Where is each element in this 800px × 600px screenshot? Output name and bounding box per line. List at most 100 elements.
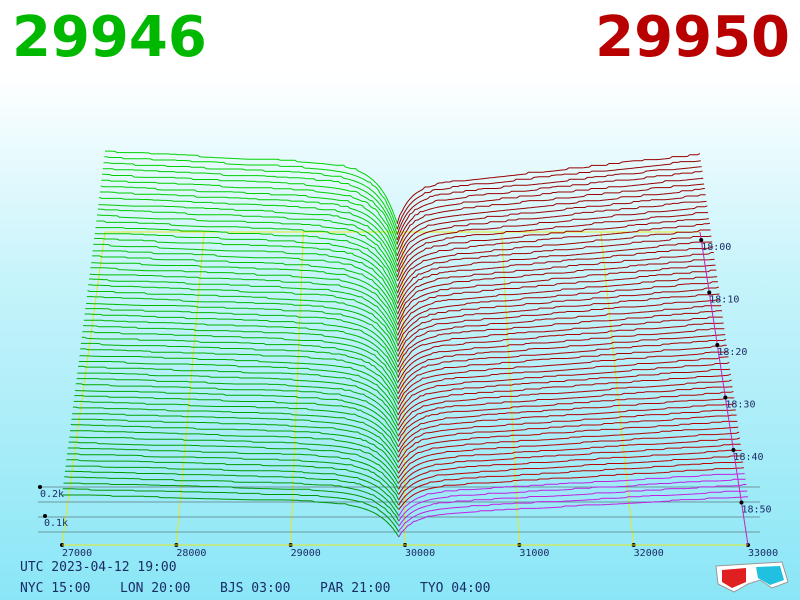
ask-depth-line [398, 478, 746, 522]
ask-depth-line [397, 338, 727, 395]
bid-depth-line [66, 459, 400, 506]
bid-price: 29946 [12, 5, 207, 70]
bid-depth-line [96, 220, 398, 288]
time-tick-label: 18:20 [717, 347, 747, 358]
bid-depth-line [91, 255, 399, 320]
bid-depth-line [67, 453, 400, 501]
ask-depth-line [397, 310, 722, 368]
bid-depth-line [97, 208, 398, 278]
ask-depth-line [398, 455, 743, 501]
bid-depth-line [91, 262, 399, 325]
bid-depth-line [102, 173, 398, 246]
bid-depth-line [97, 214, 398, 282]
ask-depth-line [396, 205, 708, 272]
ask-depth-line [397, 305, 722, 363]
ask-depth-line [398, 420, 738, 469]
volume-tick-label: 0.1k [44, 518, 68, 529]
bid-depth-line [65, 465, 400, 510]
time-tick [699, 238, 704, 242]
bid-depth-line [76, 378, 399, 432]
ask-depth-line [397, 252, 714, 315]
bid-depth-line [102, 168, 398, 241]
volume-tick [43, 514, 47, 518]
ask-depth-line [397, 286, 719, 347]
ask-depth-line [397, 351, 728, 405]
ask-depth-line [397, 269, 717, 331]
ask-depth-line [397, 276, 718, 336]
ask-depth-line [398, 467, 744, 510]
bid-depth-line [100, 185, 398, 256]
ask-price: 29950 [595, 5, 790, 70]
bid-depth-line [73, 400, 399, 453]
bid-depth-line [93, 243, 399, 310]
ask-depth-line [398, 490, 748, 532]
price-tick-label: 32000 [634, 548, 664, 559]
bid-depth-line [64, 476, 400, 522]
time-axis [699, 231, 749, 546]
ask-depth-line [396, 212, 709, 278]
bid-depth-line [67, 447, 400, 495]
time-tick-label: 18:30 [725, 400, 755, 411]
volume-tick [38, 485, 42, 489]
floor-grid-line [290, 231, 304, 546]
ask-depth-line [398, 449, 742, 495]
time-tick-label: 18:00 [701, 242, 731, 253]
ask-depth-line [397, 264, 716, 325]
ask-depth-line [398, 484, 747, 527]
bid-depth-line [94, 238, 399, 304]
bid-depth-line [99, 191, 398, 262]
bid-depth-line [72, 413, 399, 463]
bid-depth-line [94, 233, 398, 298]
ask-depth-line [396, 177, 704, 244]
time-tick-label: 18:10 [709, 295, 739, 306]
bid-depth-line [75, 390, 399, 441]
bid-depth-line [70, 423, 399, 474]
price-tick-label: 30000 [405, 548, 435, 559]
bid-depth-line [86, 302, 399, 363]
ask-depth-line [397, 258, 715, 320]
bid-depth-line [62, 494, 400, 538]
bid-depth-line [83, 325, 399, 384]
zone-time: BJS 03:00 [220, 581, 291, 596]
ask-depth-line [396, 153, 701, 225]
ask-depth-line [397, 222, 710, 288]
ask-depth-line [396, 200, 707, 267]
zone-time: PAR 21:00 [320, 581, 391, 596]
ask-depth-line [396, 160, 701, 230]
bid-depth-line [75, 383, 399, 437]
ask-depth-line [398, 496, 749, 538]
ask-depth-line [397, 402, 736, 453]
ask-depth-line [398, 461, 744, 506]
time-tick [731, 448, 736, 452]
3d-glasses-icon[interactable] [712, 558, 792, 598]
bid-depth-line [62, 488, 400, 532]
ask-depth-line [396, 187, 705, 256]
bid-depth-line [79, 355, 399, 410]
bid-depth-line [92, 250, 399, 315]
bid-depth-line [74, 395, 399, 448]
bid-depth-line [88, 284, 399, 345]
zone-time: TYO 04:00 [420, 581, 491, 596]
zone-time: NYC 15:00 [20, 581, 91, 596]
ask-depth-line [397, 356, 729, 410]
bid-depth-line [77, 372, 399, 426]
ask-depth-line [396, 170, 703, 241]
ask-depth-line [398, 437, 741, 484]
bid-depth-line [84, 313, 399, 372]
ask-depth-line [397, 316, 723, 373]
zone-time: LON 20:00 [120, 581, 191, 596]
bid-depth-line [63, 482, 400, 526]
price-tick-label: 33000 [748, 548, 778, 559]
bid-depth-line [85, 308, 399, 368]
ask-depth-line [398, 473, 745, 517]
bid-depth-line [64, 470, 400, 517]
ask-depth-line [396, 166, 702, 235]
bid-depth-line [105, 150, 398, 223]
bid-depth-line [82, 331, 399, 389]
ask-depth-line [397, 299, 721, 357]
ask-depth-line [397, 391, 734, 442]
bid-depth-line [90, 267, 399, 331]
bid-depth-line [71, 418, 399, 469]
